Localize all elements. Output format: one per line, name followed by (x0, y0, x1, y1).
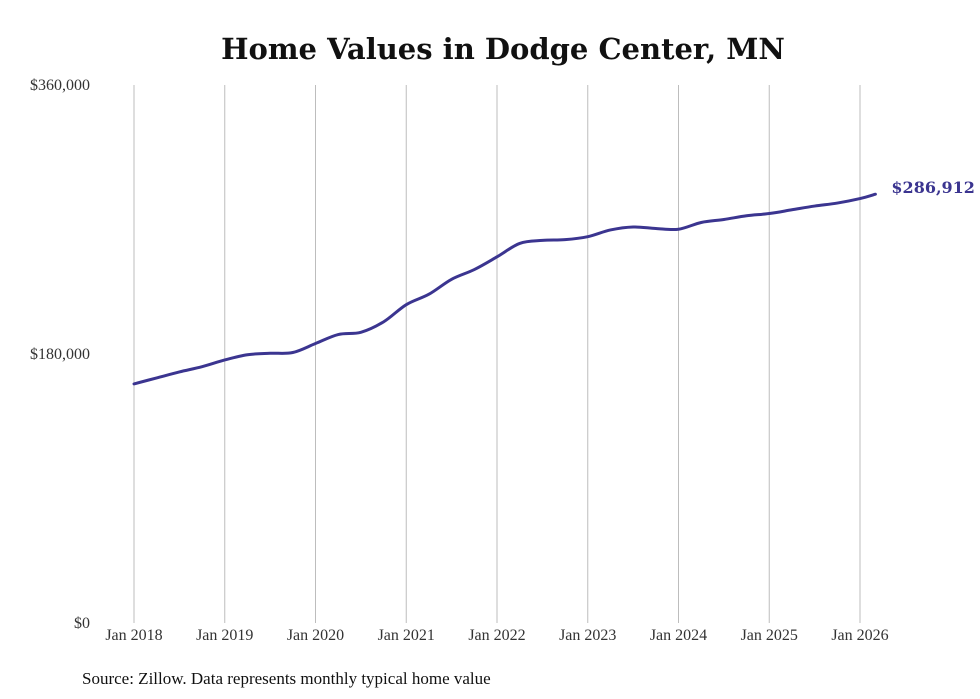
grid-lines (133, 85, 861, 623)
x-tick-label-0: Jan 2018 (105, 627, 162, 644)
x-tick-label-5: Jan 2023 (559, 627, 616, 644)
x-tick-label-7: Jan 2025 (741, 627, 798, 644)
series-layer: $286,912 (132, 178, 975, 386)
x-tick-label-8: Jan 2026 (831, 627, 888, 644)
y-axis-ticks: $0 $180,000 $360,000 (30, 77, 90, 632)
x-tick-label-6: Jan 2024 (650, 627, 707, 644)
x-tick-label-3: Jan 2021 (378, 627, 435, 644)
x-tick-label-1: Jan 2019 (196, 627, 253, 644)
y-tick-label-2: $360,000 (30, 77, 90, 94)
x-tick-label-4: Jan 2022 (468, 627, 525, 644)
y-tick-label-1: $180,000 (30, 346, 90, 363)
x-tick-label-2: Jan 2020 (287, 627, 344, 644)
x-axis-ticks: Jan 2018 Jan 2019 Jan 2020 Jan 2021 Jan 2022… (105, 627, 888, 644)
end-value-label-0: $286,912 (891, 178, 975, 197)
y-tick-label-0: $0 (74, 615, 90, 632)
source-note: Source: Zillow. Data represents monthly … (82, 669, 491, 688)
chart-title: Home Values in Dodge Center, MN (221, 32, 785, 66)
series-line-0 (132, 192, 877, 386)
